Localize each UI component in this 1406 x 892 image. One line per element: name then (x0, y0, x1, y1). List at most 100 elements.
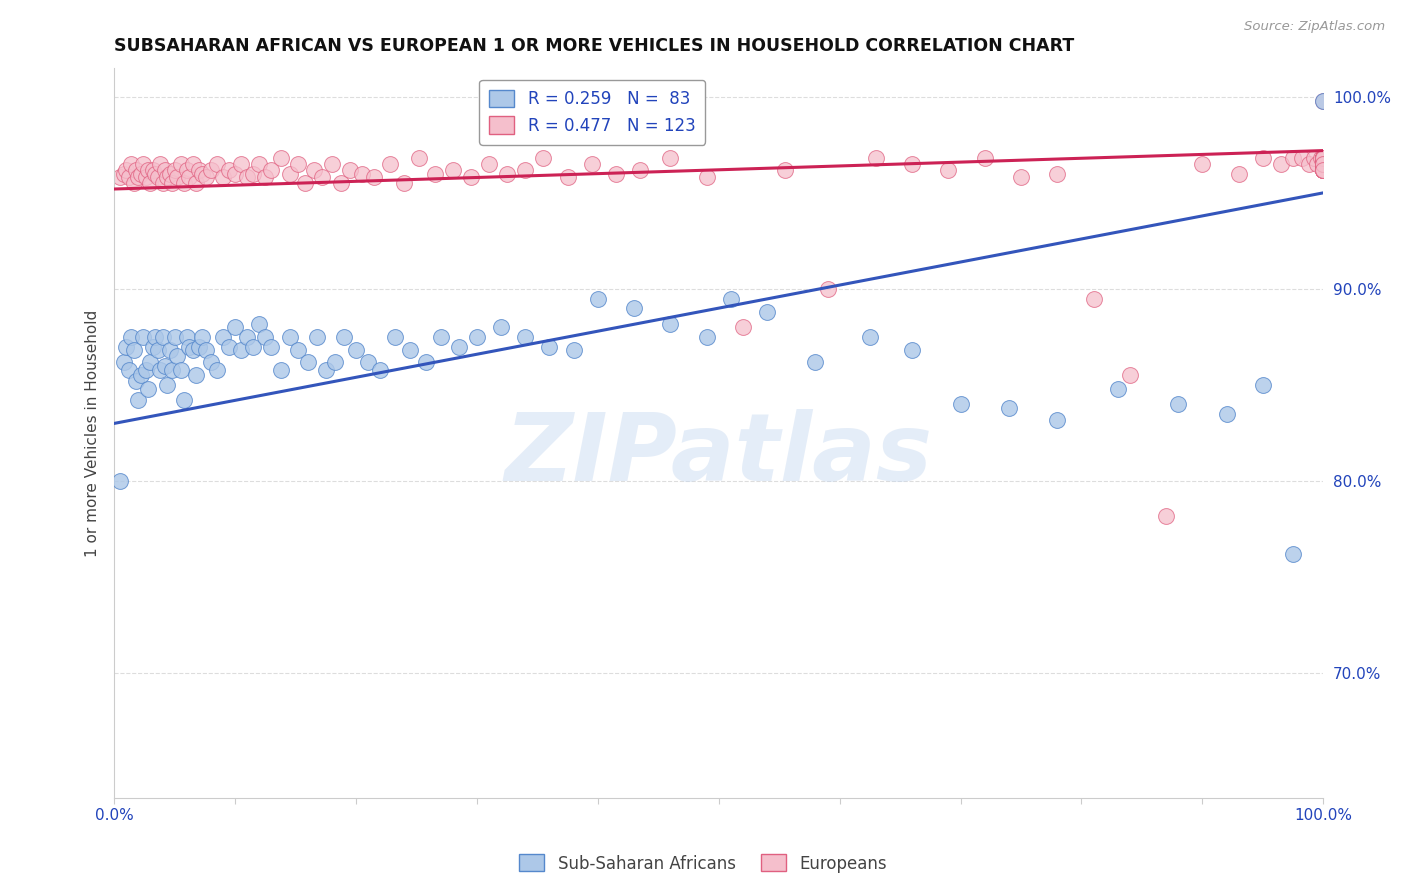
Point (149, 157, 172, 171)
Point (623, 301, 645, 315)
Point (384, 330, 406, 344)
Point (938, 162, 960, 177)
Point (1312, 157, 1334, 171)
Point (1312, 157, 1334, 171)
Text: Source: ZipAtlas.com: Source: ZipAtlas.com (1244, 20, 1385, 33)
Point (153, 162, 176, 177)
Point (224, 320, 246, 334)
Point (307, 330, 329, 344)
Point (195, 343, 218, 358)
Point (804, 355, 827, 369)
Point (176, 162, 198, 177)
Point (399, 343, 422, 358)
Point (720, 292, 742, 306)
Point (236, 330, 259, 344)
Point (901, 343, 924, 358)
Point (118, 170, 141, 185)
Point (1309, 151, 1331, 165)
Point (242, 167, 264, 181)
Point (236, 170, 259, 185)
Point (160, 362, 183, 376)
Point (1083, 292, 1105, 306)
Point (531, 151, 554, 165)
Point (605, 167, 627, 181)
Point (112, 167, 135, 181)
Point (143, 167, 166, 181)
Point (628, 162, 651, 177)
Point (1312, 151, 1334, 165)
Point (1282, 151, 1305, 165)
Point (1312, 157, 1334, 171)
Point (139, 176, 162, 190)
Point (160, 176, 183, 190)
Point (247, 317, 270, 331)
Point (125, 162, 148, 177)
Point (1046, 412, 1069, 426)
Point (170, 362, 193, 376)
Point (135, 170, 157, 185)
Point (460, 170, 482, 185)
Point (224, 167, 246, 181)
Point (1227, 167, 1250, 181)
Point (378, 157, 401, 171)
Point (1298, 157, 1320, 171)
Point (181, 157, 204, 171)
Point (1251, 151, 1274, 165)
Point (110, 170, 132, 185)
Point (1251, 378, 1274, 392)
Point (1282, 547, 1305, 561)
Point (562, 343, 585, 358)
Point (496, 167, 519, 181)
Point (231, 343, 253, 358)
Point (191, 167, 214, 181)
Point (115, 162, 138, 177)
Point (1312, 151, 1334, 165)
Point (865, 151, 887, 165)
Point (149, 362, 172, 376)
Point (118, 362, 141, 376)
Point (146, 343, 169, 358)
Point (120, 330, 142, 344)
Legend: Sub-Saharan Africans, Europeans: Sub-Saharan Africans, Europeans (513, 847, 893, 880)
Point (179, 340, 201, 354)
Point (515, 162, 537, 177)
Point (478, 157, 501, 171)
Point (159, 343, 181, 358)
Point (756, 305, 779, 319)
Point (659, 151, 682, 165)
Point (218, 340, 240, 354)
Point (112, 355, 135, 369)
Point (191, 330, 214, 344)
Point (1306, 157, 1329, 171)
Point (1270, 157, 1292, 171)
Point (1312, 151, 1334, 165)
Point (1154, 508, 1177, 523)
Point (152, 330, 174, 344)
Point (1312, 162, 1334, 177)
Point (166, 170, 188, 185)
Point (1312, 157, 1334, 171)
Point (1167, 397, 1189, 411)
Point (146, 170, 169, 185)
Point (538, 340, 561, 354)
Point (242, 340, 264, 354)
Point (129, 368, 152, 383)
Point (127, 393, 149, 408)
Point (1010, 170, 1032, 185)
Point (231, 157, 253, 171)
Point (1312, 162, 1334, 177)
Point (260, 340, 283, 354)
Point (330, 176, 353, 190)
Point (731, 320, 754, 334)
Point (163, 330, 186, 344)
Point (156, 378, 179, 392)
Point (998, 401, 1021, 415)
Point (159, 167, 181, 181)
Point (205, 157, 228, 171)
Point (321, 157, 343, 171)
Point (465, 330, 488, 344)
Point (1312, 151, 1334, 165)
Point (132, 157, 155, 171)
Point (441, 162, 464, 177)
Point (125, 374, 148, 388)
